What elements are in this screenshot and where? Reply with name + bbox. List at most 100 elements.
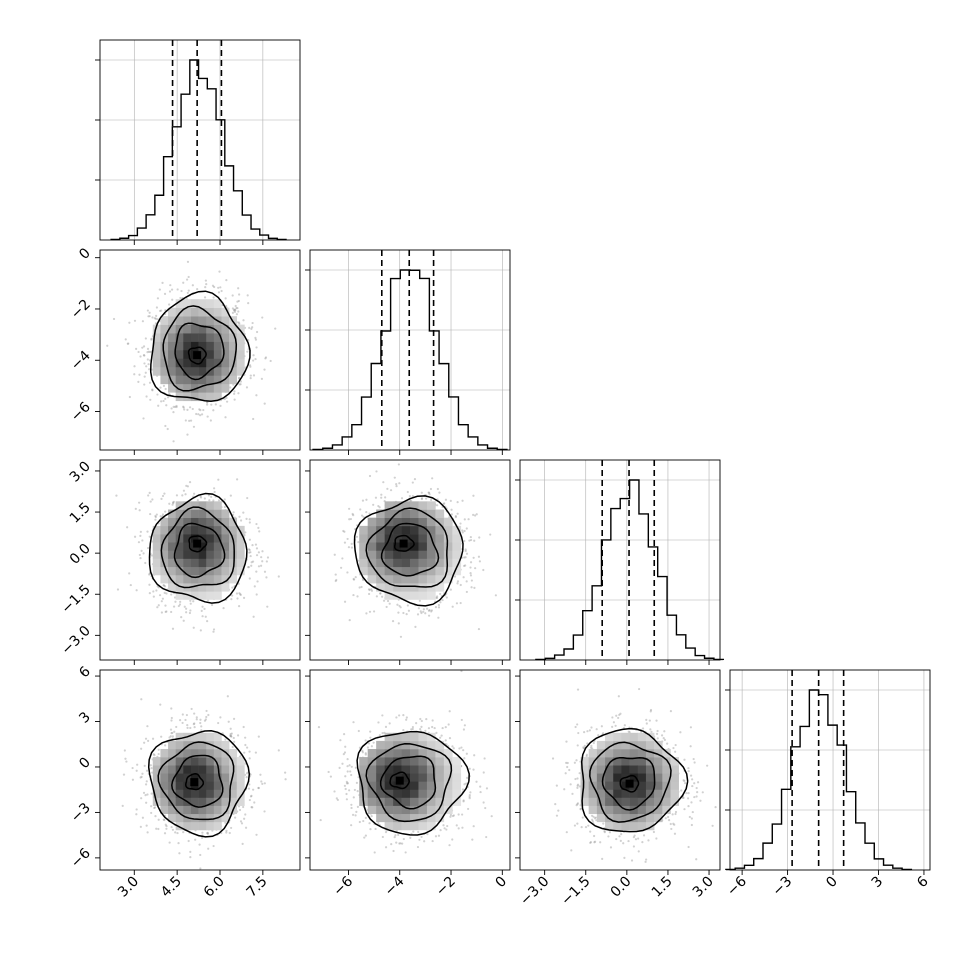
scatter-point xyxy=(378,734,381,737)
scatter-point xyxy=(689,726,692,729)
scatter-point xyxy=(451,814,454,818)
density-cell xyxy=(175,501,184,510)
scatter-point xyxy=(576,688,580,691)
scatter-point xyxy=(352,721,355,724)
scatter-point xyxy=(444,498,448,501)
scatter-point xyxy=(633,834,636,837)
scatter-point xyxy=(124,338,127,341)
scatter-point xyxy=(469,574,473,577)
density-cell xyxy=(229,333,238,342)
density-cell xyxy=(213,773,222,782)
scatter-point xyxy=(645,858,648,861)
density-cell xyxy=(198,316,207,325)
scatter-point xyxy=(155,314,158,317)
density-cell xyxy=(160,375,169,385)
density-cell xyxy=(621,757,630,766)
density-cell xyxy=(367,789,377,798)
scatter-point xyxy=(237,287,240,290)
scatter-point xyxy=(254,543,258,546)
density-cell xyxy=(393,574,402,584)
density-cell xyxy=(183,821,192,831)
density-cell xyxy=(221,765,230,774)
scatter-point xyxy=(255,570,258,573)
density-cell xyxy=(401,591,411,600)
density-cell xyxy=(418,591,428,600)
scatter-point xyxy=(248,518,251,521)
scatter-point xyxy=(244,531,247,534)
contour-line xyxy=(389,771,410,790)
density-cell xyxy=(168,509,176,518)
density-cell xyxy=(637,757,647,766)
scatter-point xyxy=(344,787,347,791)
scatter-point xyxy=(228,831,231,835)
density-cell xyxy=(376,550,385,559)
scatter-point xyxy=(161,513,165,516)
density-cell xyxy=(443,781,453,790)
scatter-point xyxy=(266,556,270,559)
scatter-point xyxy=(233,398,236,401)
scatter-point xyxy=(346,537,349,541)
scatter-point xyxy=(482,771,485,774)
scatter-point xyxy=(645,718,648,722)
scatter-point xyxy=(582,747,585,750)
scatter-point xyxy=(246,350,249,353)
density-cell xyxy=(435,781,445,790)
scatter-point xyxy=(206,831,209,834)
scatter-point xyxy=(436,487,439,491)
density-cell xyxy=(175,781,184,790)
density-cell xyxy=(168,542,176,551)
scatter-point xyxy=(415,722,418,725)
scatter-point xyxy=(170,593,173,596)
scatter-point xyxy=(146,351,149,354)
density-cell xyxy=(221,307,230,317)
scatter-point xyxy=(685,792,688,795)
scatter-point xyxy=(116,588,120,591)
scatter-point xyxy=(576,803,579,806)
density-cell xyxy=(605,797,614,806)
scatter-point xyxy=(569,783,572,786)
scatter-point xyxy=(142,417,145,420)
scatter-point xyxy=(584,825,588,829)
scatter-point xyxy=(157,752,160,756)
scatter-point xyxy=(212,628,216,631)
density-cell xyxy=(418,813,428,823)
scatter-point xyxy=(619,712,622,715)
scatter-point xyxy=(401,842,404,845)
density-cell xyxy=(629,797,639,806)
scatter-point xyxy=(333,553,336,556)
scatter-point xyxy=(594,816,598,819)
density-cell xyxy=(645,813,655,823)
scatter-point xyxy=(690,817,693,820)
density-cell xyxy=(426,813,436,823)
scatter-point xyxy=(398,482,401,485)
scatter-point xyxy=(148,315,151,318)
scatter-point xyxy=(408,499,412,502)
scatter-point xyxy=(140,549,143,552)
density-cell xyxy=(168,566,176,576)
density-cell xyxy=(443,765,453,774)
scatter-point xyxy=(137,541,141,544)
density-cell xyxy=(435,748,445,758)
scatter-point xyxy=(394,834,397,837)
density-cell xyxy=(175,341,184,351)
scatter-point xyxy=(686,797,690,800)
scatter-point xyxy=(367,592,371,596)
scatter-point xyxy=(388,722,391,725)
scatter-point xyxy=(214,403,217,406)
scatter-point xyxy=(365,612,368,615)
density-cell xyxy=(621,797,630,806)
scatter-point xyxy=(134,507,137,510)
density-cell xyxy=(198,566,207,576)
density-cell xyxy=(410,765,419,774)
scatter-point xyxy=(468,539,471,542)
scatter-point xyxy=(122,773,126,776)
scatter-point xyxy=(465,552,469,555)
density-cell xyxy=(198,542,207,551)
scatter-point xyxy=(206,456,208,458)
scatter-point xyxy=(248,364,252,367)
scatter-point xyxy=(212,409,215,412)
density-cell xyxy=(670,773,679,782)
density-cell xyxy=(393,509,402,518)
scatter-point xyxy=(147,350,150,353)
scatter-point xyxy=(420,491,423,494)
